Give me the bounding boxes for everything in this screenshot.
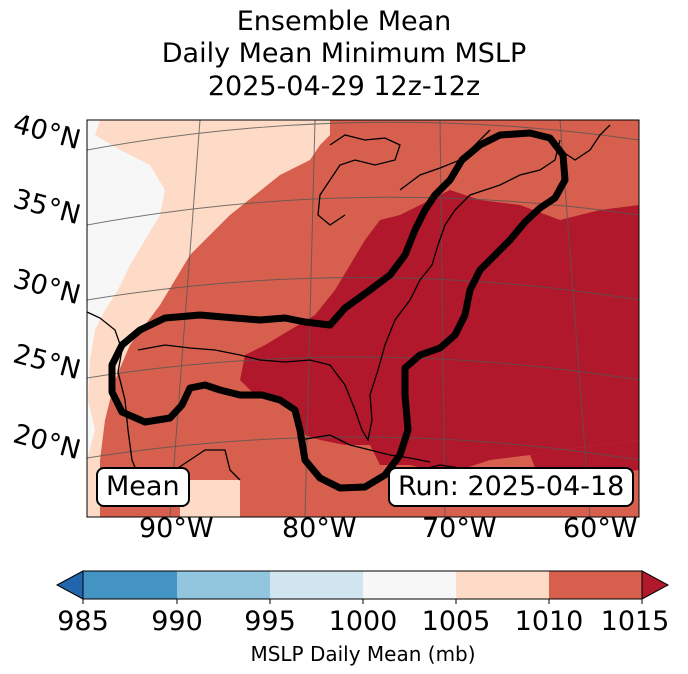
- colorbar-tick-995: 995: [244, 606, 296, 637]
- title-line-1: Ensemble Mean: [236, 6, 452, 37]
- colorbar-tick-1010: 1010: [514, 606, 584, 637]
- lon-label-60w: 60°W: [563, 513, 638, 544]
- map-shading: [87, 120, 639, 517]
- shade-above-1015-region: [240, 190, 639, 470]
- colorbar-extend-high: [641, 570, 670, 600]
- map-frame: [86, 119, 640, 518]
- lon-label-80w: 80°W: [282, 513, 357, 544]
- colorbar-tick-1015: 1015: [600, 606, 670, 637]
- run-date-box: Run: 2025-04-18: [388, 467, 635, 507]
- mean-label-box: Mean: [96, 467, 190, 507]
- colorbar-tick-1005: 1005: [421, 606, 491, 637]
- lon-label-90w: 90°W: [139, 513, 214, 544]
- colorbar-tick-1000: 1000: [328, 606, 398, 637]
- colorbar-tick-marks: [82, 599, 643, 604]
- colorbar-extend-low: [55, 570, 84, 600]
- mean-contour-line: [108, 129, 569, 492]
- colorbar-bin-1000-1005: [363, 571, 456, 599]
- shade-1005-1010-region-south: [180, 480, 240, 517]
- colorbar-bin-995-1000: [270, 571, 363, 599]
- colorbar-label: MSLP Daily Mean (mb): [250, 642, 476, 666]
- colorbar-bin-985-990: [83, 571, 177, 599]
- colorbar-tick-990: 990: [151, 606, 203, 637]
- shade-below-1005-region: [87, 120, 165, 460]
- colorbar-tick-985: 985: [57, 606, 109, 637]
- title-line-2: Daily Mean Minimum MSLP: [161, 38, 527, 69]
- lon-label-70w: 70°W: [422, 513, 497, 544]
- colorbar-bin-1005-1010: [456, 571, 549, 599]
- colorbar-bin-990-995: [177, 571, 270, 599]
- title-line-3: 2025-04-29 12z-12z: [207, 71, 481, 102]
- colorbar-bin-1010-1015: [549, 571, 642, 599]
